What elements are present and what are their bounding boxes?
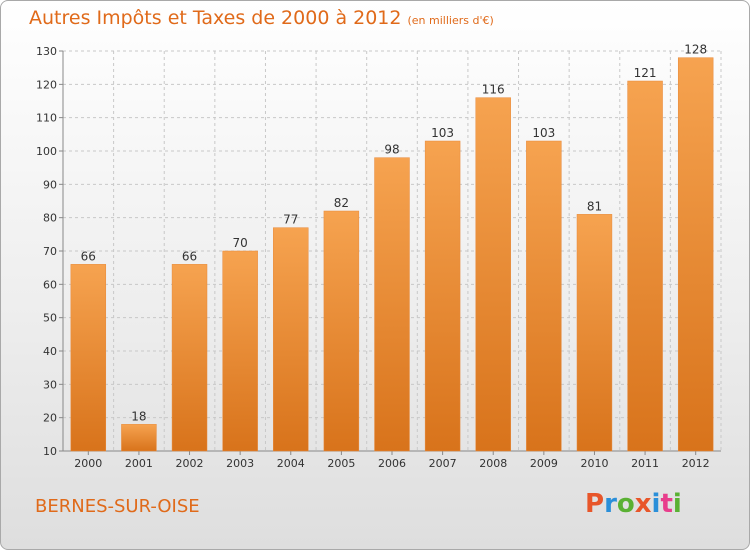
logo-letter: r xyxy=(604,489,617,519)
y-tick-label: 80 xyxy=(43,212,57,225)
bar xyxy=(171,264,208,452)
y-tick-label: 100 xyxy=(36,145,57,158)
logo-letter: o xyxy=(616,489,635,519)
x-tick-label: 2004 xyxy=(277,457,305,470)
y-tick-label: 60 xyxy=(43,278,57,291)
y-tick-label: 50 xyxy=(43,312,57,325)
x-tick-label: 2012 xyxy=(682,457,710,470)
bar xyxy=(222,250,258,452)
data-labels: 66 18 66 70 77 82 98 103 116 103 81 121 128 xyxy=(81,43,707,424)
x-tick-label: 2000 xyxy=(74,457,102,470)
bar xyxy=(273,227,309,452)
x-tick-label: 2006 xyxy=(378,457,406,470)
y-tick-label: 110 xyxy=(36,112,57,125)
x-tick-label: 2010 xyxy=(580,457,608,470)
bar xyxy=(576,214,613,452)
data-label: 82 xyxy=(334,196,349,210)
data-label: 66 xyxy=(182,249,197,263)
logo-letter: x xyxy=(634,489,652,519)
data-label: 70 xyxy=(233,236,248,250)
y-tick-label: 130 xyxy=(36,45,57,58)
y-tick-label: 30 xyxy=(43,378,57,391)
bar xyxy=(475,97,511,452)
x-tick-label: 2002 xyxy=(176,457,204,470)
proxiti-logo: Proxiti xyxy=(585,489,682,519)
data-label: 103 xyxy=(532,126,555,140)
logo-letter: i xyxy=(651,489,661,519)
data-label: 103 xyxy=(431,126,454,140)
data-label: 128 xyxy=(684,43,707,57)
logo-letter: i xyxy=(672,489,682,519)
bar xyxy=(70,264,107,452)
x-tick-label: 2007 xyxy=(429,457,457,470)
place-name: BERNES-SUR-OISE xyxy=(35,496,200,517)
y-tick-label: 70 xyxy=(43,245,57,258)
data-label: 66 xyxy=(81,249,96,263)
unit-label: (en milliers d'€) xyxy=(407,14,494,27)
y-tick-label: 40 xyxy=(43,345,57,358)
data-label: 77 xyxy=(283,213,298,227)
bar xyxy=(323,210,360,452)
x-tick-label: 2005 xyxy=(327,457,355,470)
chart-title: Autres Impôts et Taxes de 2000 à 2012 (en… xyxy=(29,7,494,29)
data-label: 18 xyxy=(131,409,146,423)
y-tick-label: 120 xyxy=(36,78,57,91)
chart-title-text: Autres Impôts et Taxes de 2000 à 2012 xyxy=(29,7,402,29)
y-tick-label: 10 xyxy=(43,445,57,458)
x-tick-label: 2008 xyxy=(479,457,507,470)
bar xyxy=(627,80,663,452)
logo-letter: t xyxy=(660,489,673,519)
x-tick-label: 2011 xyxy=(631,457,659,470)
bar xyxy=(677,57,714,452)
logo-letter: P xyxy=(585,489,605,519)
data-label: 98 xyxy=(384,143,399,157)
bar xyxy=(424,140,461,452)
data-label: 116 xyxy=(482,83,505,97)
x-tick-label: 2009 xyxy=(530,457,558,470)
bar xyxy=(526,140,562,452)
data-label: 121 xyxy=(634,66,657,80)
bar xyxy=(374,157,410,452)
data-label: 81 xyxy=(587,199,602,213)
y-tick-label: 20 xyxy=(43,412,57,425)
y-tick-label: 90 xyxy=(43,178,57,191)
x-tick-label: 2001 xyxy=(125,457,153,470)
x-tick-label: 2003 xyxy=(226,457,254,470)
bar xyxy=(121,424,157,452)
axes: 10 20 30 40 50 60 70 80 90 100 110 120 130 2000 2001 20… xyxy=(36,45,721,470)
bars xyxy=(70,57,714,452)
